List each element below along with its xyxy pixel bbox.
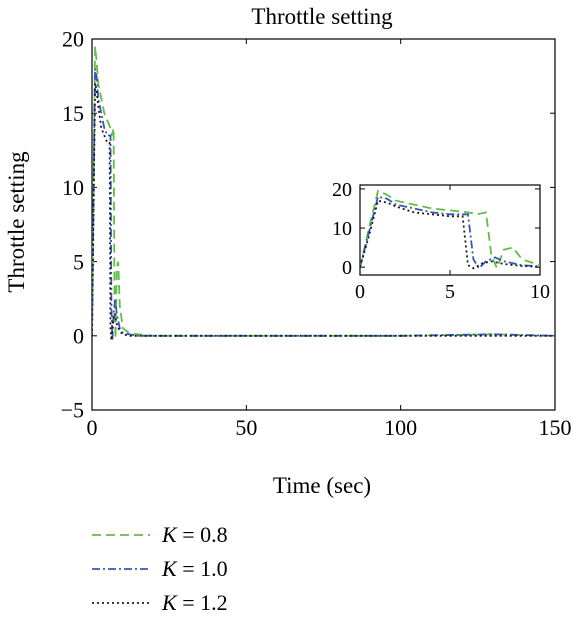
legend-line-sample bbox=[92, 534, 150, 536]
legend-label: K = 1.2 bbox=[162, 590, 228, 615]
inset-y-tick-label: 0 bbox=[342, 257, 352, 279]
inset-x-tick-label: 0 bbox=[355, 281, 365, 303]
inset-y-tick-label: 20 bbox=[332, 179, 352, 201]
legend-entry: K = 1.0 bbox=[92, 552, 228, 586]
main-x-tick-label: 100 bbox=[384, 415, 417, 440]
legend-label: K = 1.0 bbox=[162, 556, 228, 581]
main-y-tick-label: 5 bbox=[73, 249, 84, 274]
legend-line-sample bbox=[92, 568, 150, 570]
main-y-tick-label: 15 bbox=[62, 101, 84, 126]
main-y-tick-label: −5 bbox=[61, 398, 84, 423]
chart-title: Throttle setting bbox=[251, 4, 393, 29]
main-y-tick-label: 0 bbox=[73, 324, 84, 349]
inset-y-tick-label: 10 bbox=[332, 218, 352, 240]
main-y-tick-label: 20 bbox=[62, 27, 84, 52]
inset-x-tick-label: 10 bbox=[530, 281, 550, 303]
inset-x-tick-label: 5 bbox=[445, 281, 455, 303]
legend-line-sample bbox=[92, 602, 150, 604]
legend-entry: K = 1.2 bbox=[92, 586, 228, 620]
main-y-tick-label: 10 bbox=[62, 175, 84, 200]
main-x-tick-label: 150 bbox=[539, 415, 572, 440]
legend: K = 0.8 K = 1.0 K = 1.2 bbox=[92, 518, 228, 620]
main-x-tick-label: 0 bbox=[87, 415, 98, 440]
main-x-tick-label: 50 bbox=[235, 415, 257, 440]
series-line bbox=[92, 68, 555, 341]
y-axis-label: Throttle setting bbox=[4, 151, 29, 293]
series-line bbox=[360, 189, 540, 271]
x-axis-label: Time (sec) bbox=[273, 473, 371, 498]
series-line bbox=[360, 195, 540, 270]
legend-label: K = 0.8 bbox=[162, 522, 228, 547]
inset-plot-area: 0 5 10 0 10 20 bbox=[332, 179, 550, 303]
legend-entry: K = 0.8 bbox=[92, 518, 228, 552]
